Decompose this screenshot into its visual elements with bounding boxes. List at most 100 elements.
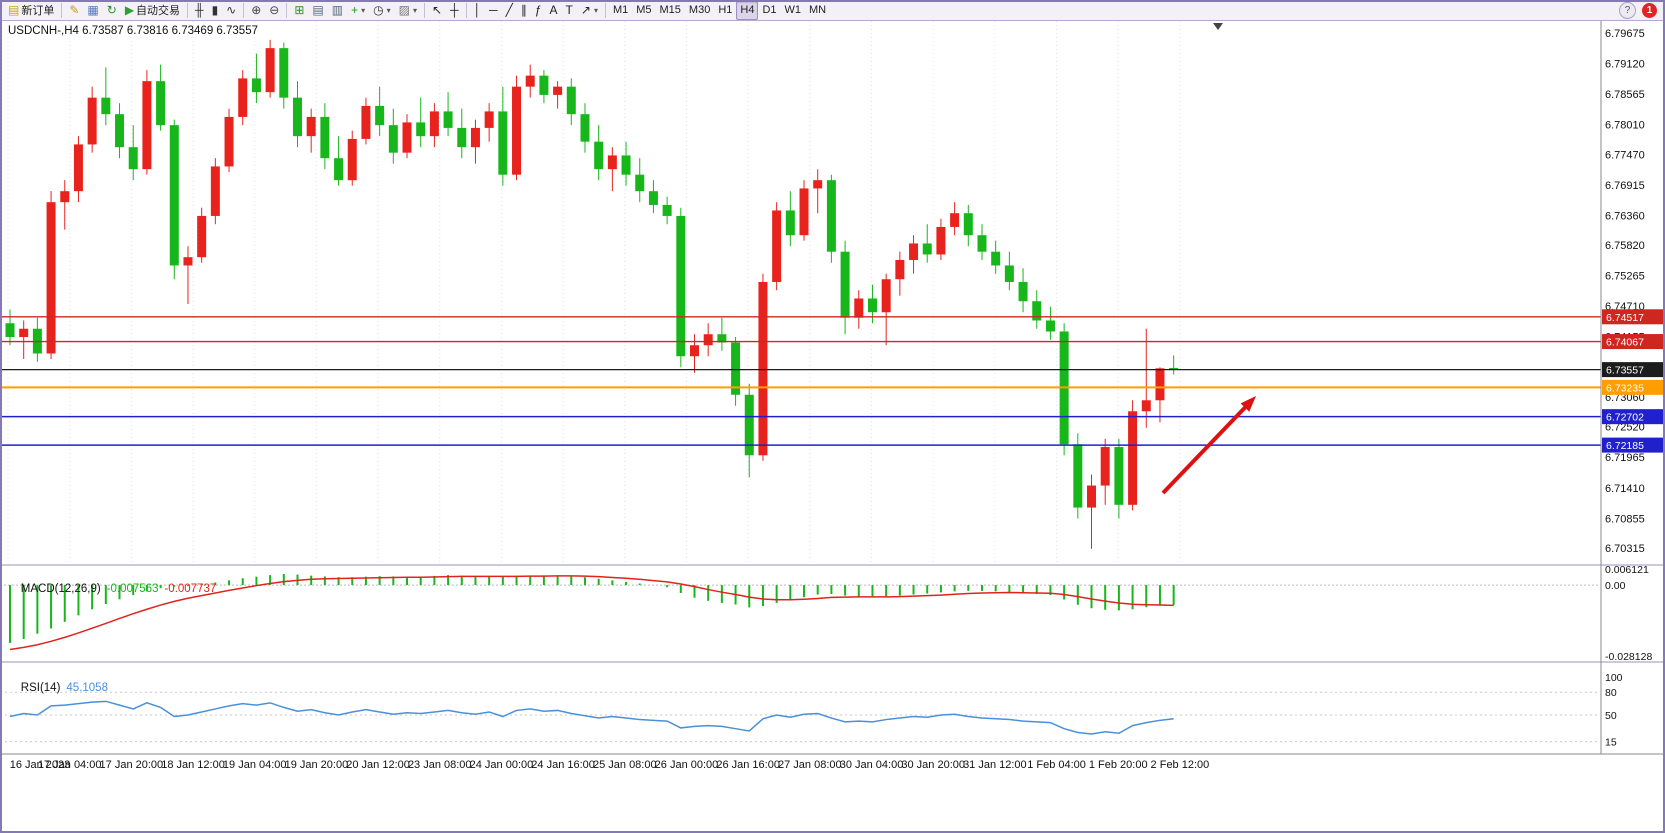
candle-body [1004, 265, 1014, 282]
cursor-button[interactable]: ↖ [428, 1, 446, 20]
timeframe-m15-button[interactable]: M15 [659, 4, 681, 16]
arrange-windows-button[interactable]: ▥ [328, 1, 347, 20]
timeframe-h4-button[interactable]: H4 [736, 0, 759, 20]
price-badge-label: 6.74067 [1606, 337, 1644, 349]
horizontal-line-button[interactable]: ─ [485, 1, 502, 20]
candle-body [361, 105, 371, 139]
candle-body [279, 48, 289, 98]
toolbar-separator [61, 2, 63, 18]
price-badge [1602, 409, 1663, 425]
arrows-button[interactable]: ↗ ▾ [577, 1, 602, 20]
candle-body [1114, 447, 1124, 505]
time-axis-label: 24 Jan 00:00 [470, 759, 534, 771]
timeframe-m1-button[interactable]: M1 [612, 4, 629, 16]
candle-body [375, 105, 385, 126]
candle-body [388, 125, 398, 153]
price-axis-label: 6.76360 [1605, 210, 1645, 222]
candle-body [306, 116, 316, 137]
candle-body [1141, 400, 1151, 412]
candle-body [1169, 367, 1179, 370]
templates-button[interactable]: ▨ ▾ [395, 1, 421, 20]
toolbar-separator [424, 2, 425, 18]
notification-badge[interactable]: 1 [1642, 2, 1657, 18]
cascade-windows-icon: ▤ [312, 3, 324, 17]
trendline-button[interactable]: ╱ [502, 1, 517, 20]
time-axis-label: 27 Jan 08:00 [778, 759, 842, 771]
metaeditor-icon: ✎ [69, 3, 80, 17]
trend-arrow[interactable] [1161, 398, 1254, 495]
time-axis-label: 23 Jan 08:00 [408, 759, 472, 771]
time-axis-label: 1 Feb 20:00 [1089, 759, 1148, 771]
autotrading-button-label: 自动交易 [136, 5, 181, 17]
indicators-button[interactable]: + ▾ [347, 1, 369, 20]
rsi-axis-label: 80 [1605, 687, 1617, 699]
zoom-in-icon: ⊕ [251, 3, 262, 17]
candle-body [429, 111, 439, 137]
candle-body [416, 122, 426, 137]
toolbar-separator [604, 2, 606, 18]
trend-arrow-head[interactable] [1240, 396, 1256, 412]
candle-body [991, 251, 1001, 266]
text-button[interactable]: A [546, 1, 562, 20]
price-axis-label: 6.75820 [1605, 240, 1645, 252]
zoom-out-button[interactable]: ⊖ [265, 1, 283, 20]
periods-button[interactable]: ◷ ▾ [369, 1, 395, 20]
channel-button[interactable]: ∥ [517, 1, 531, 20]
candle-body [525, 75, 535, 87]
timeframe-m5-button[interactable]: M5 [636, 4, 652, 16]
tile-windows-icon: ⊞ [294, 3, 305, 17]
candle-body [662, 204, 672, 216]
time-axis-label: 31 Jan 12:00 [963, 759, 1027, 771]
vertical-line-button[interactable]: │ [470, 1, 486, 20]
refresh-button[interactable]: ↻ [103, 1, 121, 20]
rsi-axis-label: 50 [1605, 710, 1617, 722]
arrange-windows-icon: ▥ [331, 3, 344, 17]
timeframe-d1-button[interactable]: D1 [762, 4, 777, 16]
timeframe-mn-button[interactable]: MN [809, 4, 827, 16]
time-axis-label: 20 Jan 12:00 [346, 759, 410, 771]
candle-body [621, 155, 631, 175]
candlestick-chart-type-button[interactable]: ▮ [208, 1, 223, 20]
cascade-windows-button[interactable]: ▤ [308, 1, 327, 20]
timeframe-h1-button[interactable]: H1 [718, 4, 733, 16]
toolbar-separator [187, 2, 189, 18]
candle-body [128, 147, 138, 170]
timeframe-m30-button[interactable]: M30 [688, 4, 711, 16]
periods-icon: ◷ [373, 3, 384, 17]
candle-body [690, 345, 699, 357]
price-axis-label: 6.70855 [1605, 513, 1645, 525]
new-order-button[interactable]: ▤ 新订单 [4, 1, 58, 20]
bar-chart-type-icon: ╫ [195, 3, 204, 17]
time-axis-label: 26 Jan 00:00 [655, 759, 719, 771]
metaeditor-button[interactable]: ✎ [65, 1, 83, 20]
zoom-out-icon: ⊖ [269, 3, 280, 17]
line-chart-type-button[interactable]: ∿ [222, 1, 240, 20]
candle-body [648, 191, 658, 205]
fibonacci-button[interactable]: ƒ [531, 1, 546, 20]
crosshair-button[interactable]: ┼ [446, 1, 463, 20]
timeframe-w1-button[interactable]: W1 [784, 4, 802, 16]
rsi-axis-label: 100 [1605, 672, 1623, 684]
candle-body [87, 97, 97, 145]
autotrading-button[interactable]: ▶ 自动交易 [121, 1, 184, 20]
candle-body [772, 210, 782, 282]
charts-window-button[interactable]: ▦ [83, 1, 102, 20]
zoom-in-button[interactable]: ⊕ [247, 1, 265, 20]
time-axis-label: 18 Jan 12:00 [161, 759, 225, 771]
crosshair-icon: ┼ [450, 3, 459, 17]
chart-shift-marker[interactable] [1213, 23, 1223, 30]
candle-body [594, 141, 604, 170]
price-axis-label: 6.73060 [1605, 392, 1645, 404]
candle-body [963, 213, 973, 236]
text-label-button[interactable]: T [562, 1, 577, 20]
tile-windows-button[interactable]: ⊞ [290, 1, 308, 20]
toolbar: ▤ 新订单 ✎ ▦ ↻ ▶ 自动交易 ╫ ▮ ∿ ⊕ ⊖ ⊞ ▤ ▥ + ▾ ◷ ▾ ▨ ▾ ↖ ┼ │ ─ ╱ ∥ ƒ A T ↗ ▾ M1 M… [0, 0, 1665, 21]
price-axis-label: 6.79675 [1605, 28, 1645, 40]
candle-body [717, 334, 727, 343]
chevron-down-icon: ▾ [593, 5, 598, 15]
bar-chart-type-button[interactable]: ╫ [191, 1, 208, 20]
help-search-icon[interactable]: ? [1619, 1, 1636, 19]
candle-body [115, 114, 125, 148]
price-axis-label: 6.75265 [1605, 271, 1645, 283]
candle-body [484, 111, 494, 128]
